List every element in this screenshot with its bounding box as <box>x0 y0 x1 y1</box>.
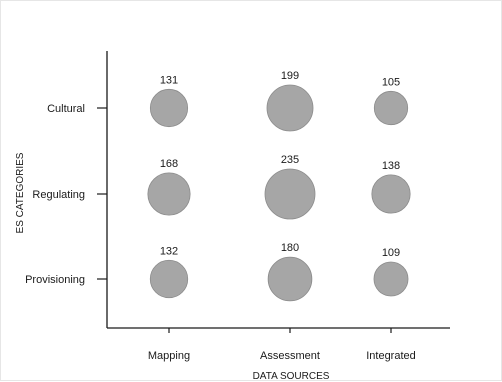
bubble-mapping-regulating <box>147 172 191 216</box>
data-label-assessment-regulating: 235 <box>281 154 299 166</box>
data-label-mapping-cultural: 131 <box>160 74 178 86</box>
bubble-mapping-provisioning <box>149 259 189 299</box>
bubble-assessment-regulating <box>264 168 316 220</box>
data-label-integrated-provisioning: 109 <box>382 247 400 259</box>
data-label-integrated-cultural: 105 <box>382 76 400 88</box>
x-tick-label-integrated: Integrated <box>366 350 416 362</box>
bubble-assessment-cultural <box>266 84 314 132</box>
bubbles <box>147 84 411 302</box>
bubble-integrated-regulating <box>371 174 411 214</box>
y-ticks: Provisioning Regulating Cultural <box>25 103 107 286</box>
bubble-assessment-provisioning <box>267 256 313 302</box>
data-label-assessment-provisioning: 180 <box>281 242 299 254</box>
data-label-assessment-cultural: 199 <box>281 70 299 82</box>
bubble-integrated-cultural <box>373 90 409 126</box>
x-ticks: Mapping Assessment Integrated <box>148 328 416 362</box>
x-axis-title: DATA SOURCES <box>253 371 330 382</box>
data-label-mapping-regulating: 168 <box>160 158 178 170</box>
bubble-integrated-provisioning <box>373 261 409 297</box>
data-label-integrated-regulating: 138 <box>382 160 400 172</box>
y-tick-label-cultural: Cultural <box>47 103 85 115</box>
data-label-mapping-provisioning: 132 <box>160 245 178 257</box>
x-tick-label-mapping: Mapping <box>148 350 190 362</box>
bubble-mapping-cultural <box>149 88 189 128</box>
x-tick-label-assessment: Assessment <box>260 350 320 362</box>
y-tick-label-provisioning: Provisioning <box>25 274 85 286</box>
y-axis-title: ES CATEGORIES <box>15 152 26 233</box>
data-labels: 131 199 105 168 235 138 132 180 109 <box>160 70 400 259</box>
y-tick-label-regulating: Regulating <box>32 189 85 201</box>
